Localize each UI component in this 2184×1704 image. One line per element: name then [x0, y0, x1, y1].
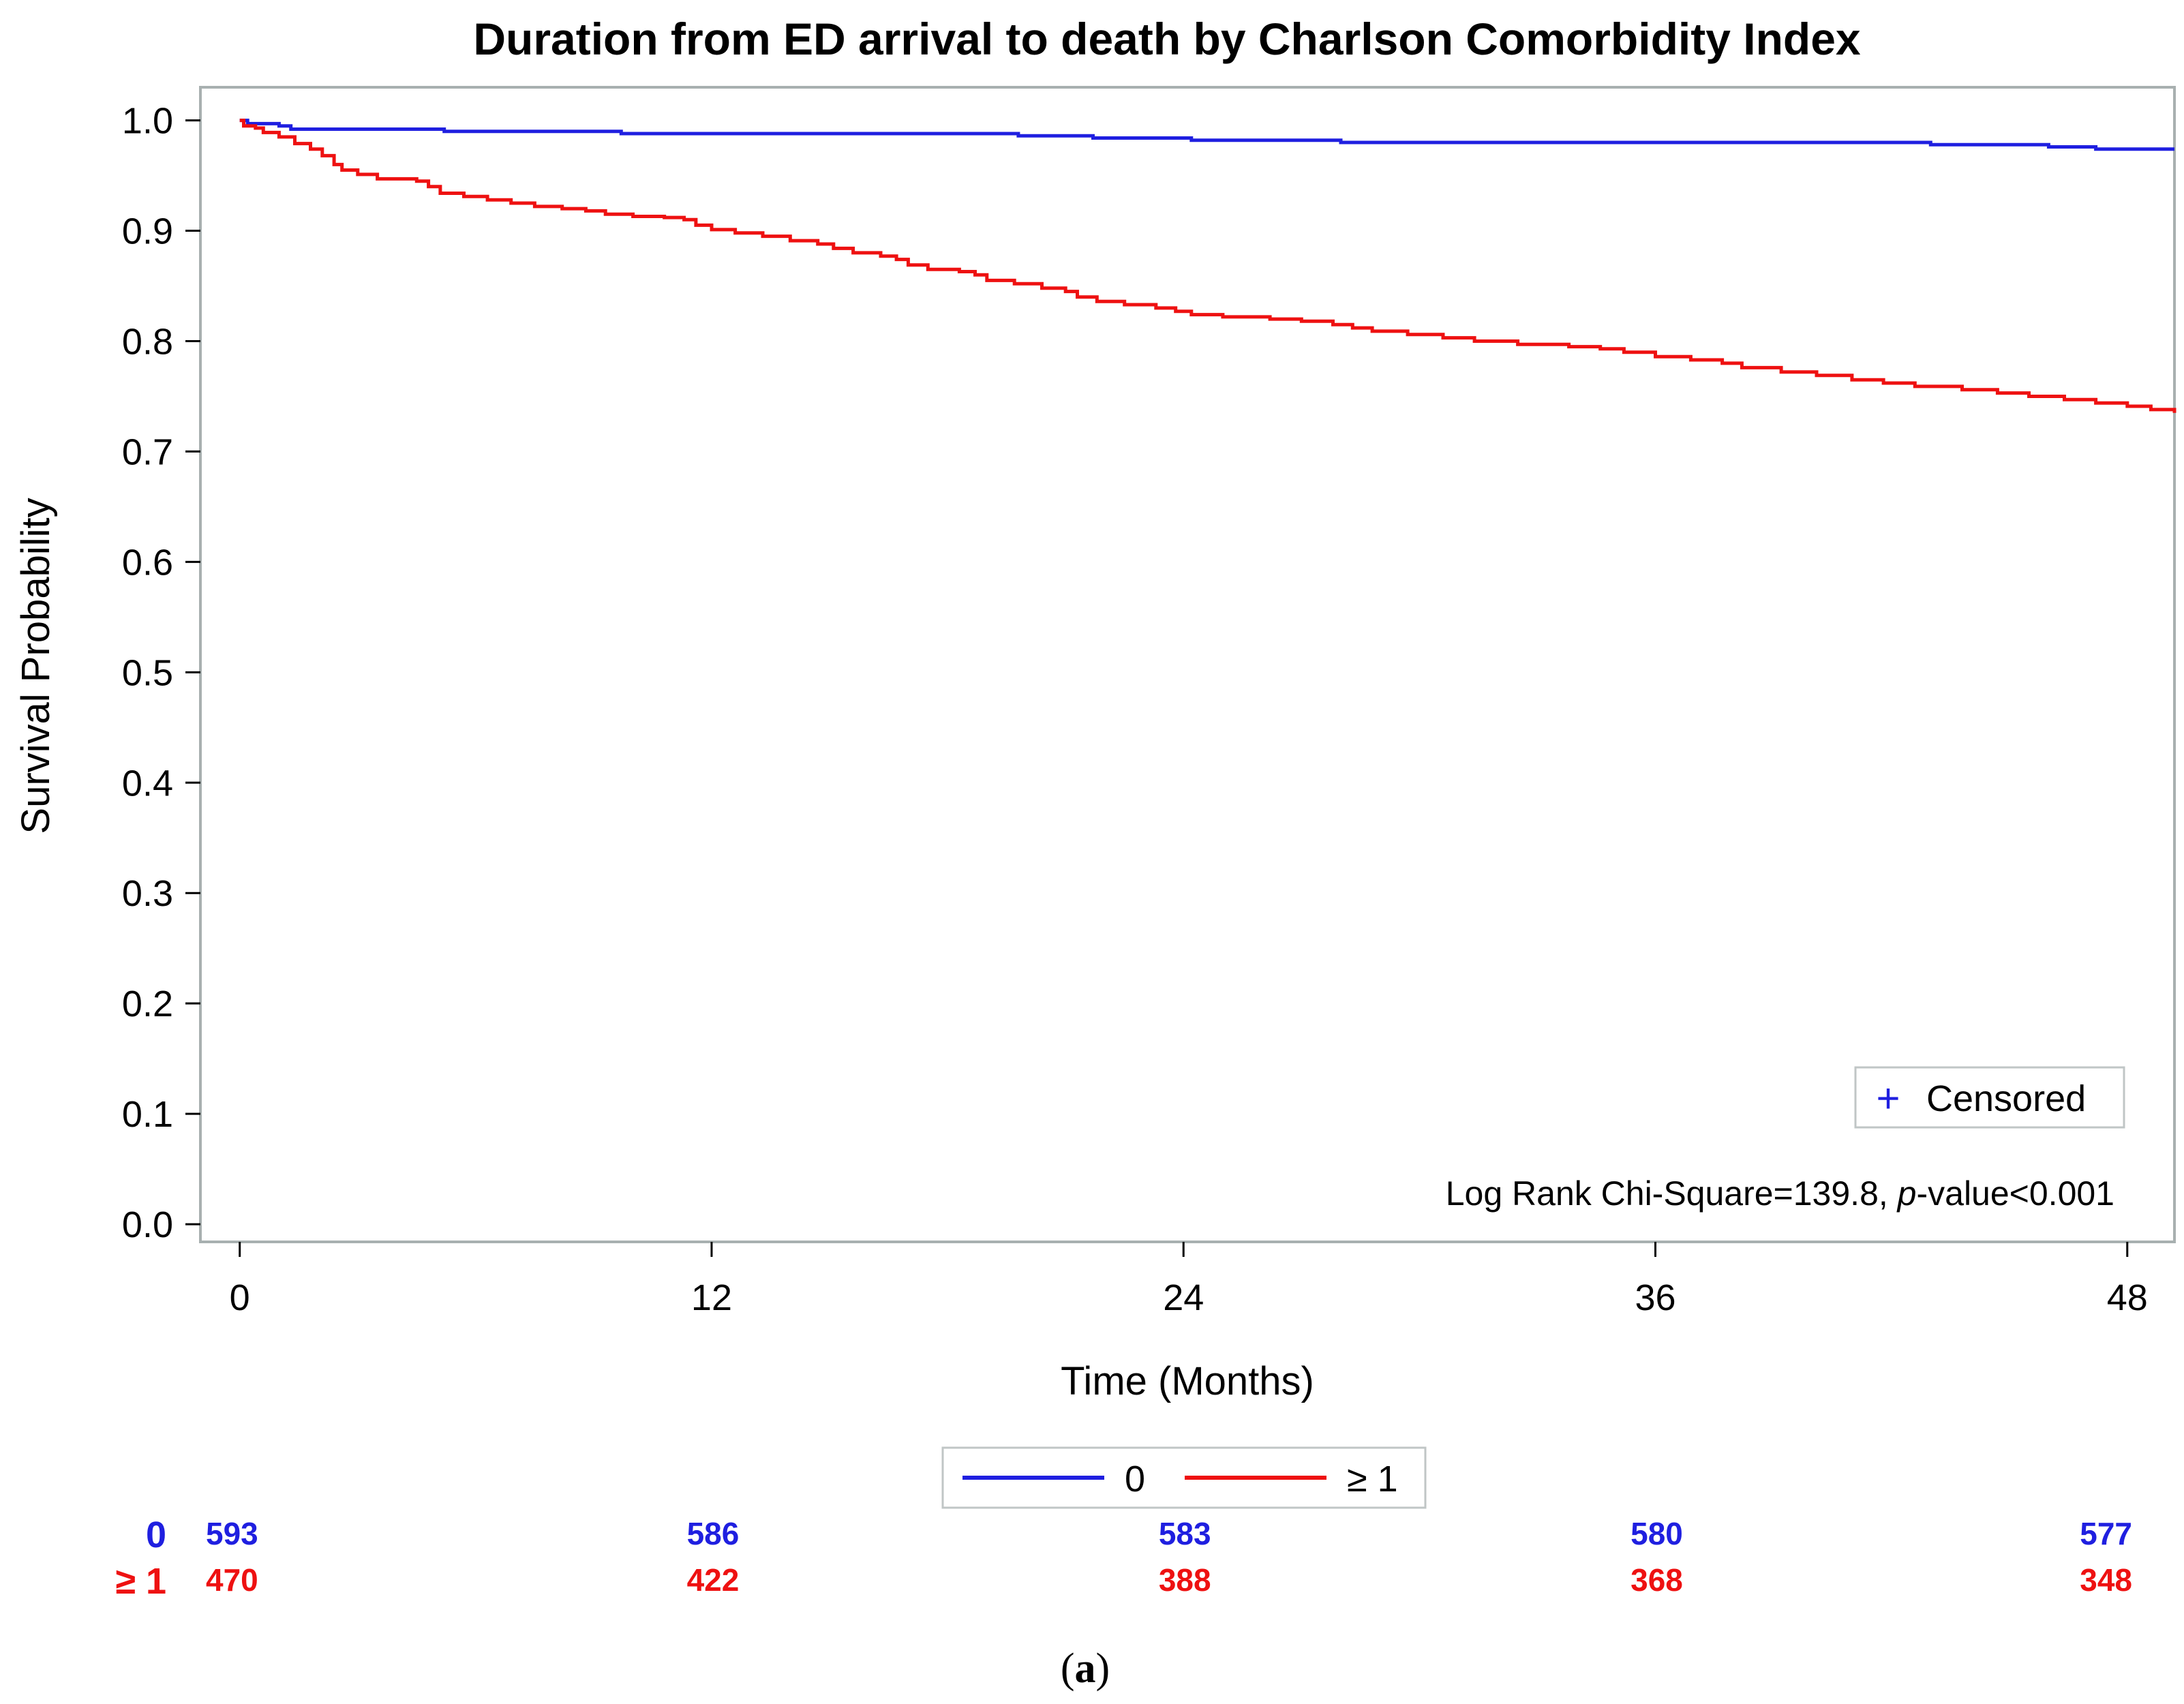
annotation-p-italic: p [1896, 1174, 1917, 1213]
group-legend: 0 ≥ 1 [941, 1446, 1427, 1509]
y-tick-label-0: 0.0 [122, 1204, 173, 1245]
panel-label-close: ) [1096, 1645, 1110, 1692]
risk-group-label-0: 0 [146, 1515, 166, 1555]
legend-label-cci1: ≥ 1 [1347, 1459, 1398, 1500]
risk-value-1-3: 368 [1631, 1562, 1683, 1598]
risk-value-1-2: 388 [1159, 1562, 1211, 1598]
censored-plus-icon: + [1876, 1076, 1900, 1121]
log-rank-annotation: Log Rank Chi-Square=139.8, p-value<0.001 [1446, 1174, 2114, 1213]
x-tick-label-4: 48 [2107, 1277, 2148, 1318]
y-tick-label-6: 0.6 [122, 542, 173, 583]
risk-value-1-1: 422 [687, 1562, 740, 1598]
annotation-prefix: Log Rank Chi-Square=139.8, [1446, 1174, 1898, 1213]
chart-title: Duration from ED arrival to death by Cha… [473, 14, 1861, 64]
survival-curve-cci1 [239, 119, 2177, 413]
series-layer [239, 119, 2177, 413]
y-tick-label-9: 0.9 [122, 211, 173, 252]
risk-value-0-1: 586 [687, 1516, 740, 1551]
plot-frame [199, 86, 2176, 1243]
risk-value-1-4: 348 [2080, 1562, 2132, 1598]
number-at-risk-table: 0 593 586 583 580 577 ≥ 1 470 422 388 368 348 [115, 1515, 2132, 1602]
panel-label-open: ( [1061, 1645, 1075, 1692]
annotation-suffix: -value<0.001 [1916, 1174, 2114, 1213]
y-tick-label-7: 0.7 [122, 431, 173, 472]
group-legend-box [941, 1446, 1427, 1509]
y-tick-label-5: 0.5 [122, 652, 173, 693]
risk-group-label-1: ≥ 1 [115, 1561, 166, 1602]
panel-label-letter: a [1075, 1645, 1096, 1692]
survival-curve-cci0 [239, 119, 2174, 151]
risk-value-1-0: 470 [206, 1562, 258, 1598]
censored-legend-box [1854, 1066, 2125, 1129]
y-axis-label: Survival Probability [14, 498, 58, 834]
y-axis: 0.0 0.1 0.2 0.3 0.4 0.5 0.6 0.7 0.8 0.9 1.0 [122, 101, 200, 1245]
x-tick-label-1: 12 [691, 1277, 732, 1318]
x-axis-label: Time (Months) [1061, 1359, 1314, 1403]
y-tick-label-2: 0.2 [122, 984, 173, 1024]
censored-label: Censored [1926, 1078, 2086, 1119]
legend-label-cci0: 0 [1125, 1459, 1145, 1500]
y-tick-label-4: 0.4 [122, 763, 173, 804]
x-tick-label-0: 0 [230, 1277, 250, 1318]
risk-value-0-0: 593 [206, 1516, 258, 1551]
risk-value-0-2: 583 [1159, 1516, 1211, 1551]
y-tick-label-1: 0.1 [122, 1094, 173, 1135]
x-tick-label-2: 24 [1163, 1277, 1204, 1318]
y-tick-label-10: 1.0 [122, 101, 173, 142]
y-tick-label-3: 0.3 [122, 873, 173, 914]
panel-label: (a) [1061, 1645, 1110, 1692]
risk-value-0-3: 580 [1631, 1516, 1683, 1551]
x-axis: 0 12 24 36 48 [230, 1242, 2148, 1318]
x-tick-label-3: 36 [1635, 1277, 1675, 1318]
y-tick-label-8: 0.8 [122, 321, 173, 362]
censored-legend: + Censored [1854, 1066, 2125, 1129]
risk-value-0-4: 577 [2080, 1516, 2132, 1551]
